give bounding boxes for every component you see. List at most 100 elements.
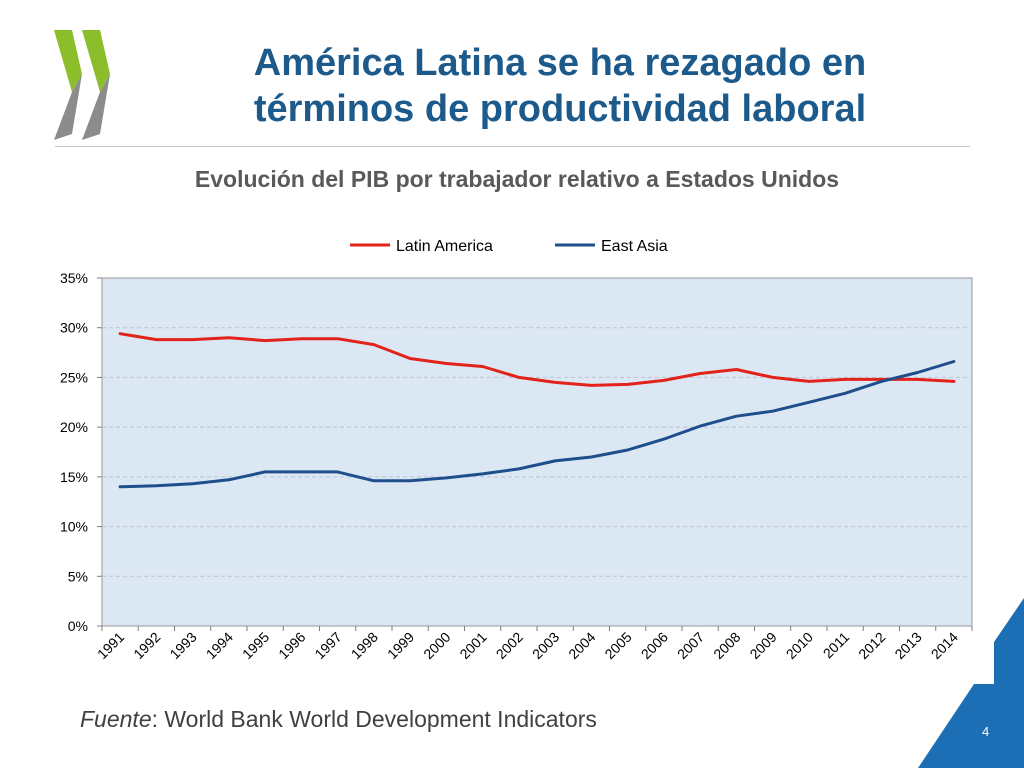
x-tick-label: 1991: [94, 629, 127, 662]
x-tick-label: 1994: [203, 629, 236, 662]
title-divider: [55, 146, 970, 147]
oecd-logo: [54, 30, 110, 140]
data-point-latin-america: [517, 376, 521, 379]
legend-label-latin-america: Latin America: [396, 238, 493, 255]
corner-decoration: [918, 598, 1024, 768]
y-tick-label: 10%: [60, 519, 88, 535]
data-point-east-asia: [662, 437, 666, 441]
page-title: América Latina se ha rezagado en término…: [150, 40, 970, 132]
source-text: : World Bank World Development Indicator…: [151, 706, 597, 732]
data-point-east-asia: [408, 479, 412, 483]
data-point-latin-america: [807, 380, 811, 383]
data-point-east-asia: [263, 470, 267, 474]
logo-stripe-right-gray: [82, 74, 110, 140]
data-point-latin-america: [336, 337, 339, 340]
data-point-east-asia: [807, 401, 811, 404]
data-point-east-asia: [880, 380, 883, 383]
x-tick-label: 2000: [420, 629, 453, 662]
x-tick-label: 2012: [855, 629, 888, 662]
x-tick-label: 2009: [746, 629, 779, 662]
data-point-latin-america: [372, 343, 376, 346]
data-point-east-asia: [372, 479, 376, 483]
data-point-east-asia: [952, 360, 956, 363]
data-point-latin-america: [191, 338, 194, 341]
data-point-latin-america: [300, 337, 303, 340]
y-axis: 0% 5% 10% 15% 20% 25% 30% 35%: [60, 270, 102, 634]
data-point-east-asia: [481, 472, 484, 476]
x-tick-label: 1999: [384, 629, 417, 662]
x-tick-label: 2004: [565, 629, 598, 662]
data-point-latin-america: [735, 368, 738, 371]
data-point-latin-america: [626, 383, 629, 386]
logo-stripe-left-gray: [54, 74, 82, 140]
chart-subtitle: Evolución del PIB por trabajador relativ…: [194, 166, 840, 192]
data-point-east-asia: [735, 415, 738, 418]
series-line-east-asia: [118, 360, 956, 489]
data-point-latin-america: [771, 376, 774, 379]
data-point-east-asia: [227, 478, 231, 482]
data-point-east-asia: [916, 371, 919, 374]
logo-stripe-left-green: [54, 30, 82, 92]
x-axis: 1991 1992 1993 1994 1995 1996 1997 1998 1999 2000…: [94, 626, 973, 662]
plot-area: [101, 277, 973, 627]
data-point-east-asia: [626, 448, 629, 452]
y-tick-label: 15%: [60, 469, 88, 485]
x-tick-label: 1993: [166, 629, 199, 662]
title-line-2: términos de productividad laboral: [253, 88, 867, 130]
y-tick-label: 25%: [60, 369, 88, 385]
data-point-latin-america: [227, 336, 231, 339]
y-tick-label: 30%: [60, 320, 88, 336]
x-tick-label: 2002: [493, 629, 526, 662]
data-point-east-asia: [590, 455, 593, 459]
x-tick-label: 2011: [820, 629, 853, 662]
x-tick-label: 2005: [601, 629, 634, 662]
data-point-latin-america: [408, 357, 412, 360]
x-tick-label: 2003: [529, 629, 562, 662]
title-line-1: América Latina se ha rezagado en: [253, 42, 867, 84]
y-tick-label: 0%: [68, 618, 88, 634]
source-label: Fuente: [80, 706, 152, 732]
line-chart: Latin America East Asia 0% 5% 10% 15% 20% 25% 3…: [60, 238, 973, 662]
data-point-east-asia: [517, 467, 521, 471]
data-point-latin-america: [553, 381, 557, 384]
y-tick-label: 5%: [68, 568, 88, 584]
logo-stripe-right-green: [82, 30, 110, 92]
data-point-latin-america: [155, 338, 158, 341]
data-point-east-asia: [843, 392, 847, 395]
x-tick-label: 1992: [130, 629, 163, 662]
x-tick-label: 1995: [239, 629, 272, 662]
corner-shape: [918, 598, 1024, 768]
data-point-east-asia: [445, 476, 448, 480]
data-point-latin-america: [263, 339, 267, 342]
x-tick-label: 2001: [456, 629, 489, 662]
data-point-latin-america: [590, 384, 593, 387]
data-point-latin-america: [698, 372, 702, 375]
x-tick-label: 1998: [348, 629, 381, 662]
x-tick-label: 2010: [783, 629, 816, 662]
data-point-east-asia: [698, 424, 702, 428]
data-point-latin-america: [916, 378, 919, 381]
x-tick-label: 1996: [275, 629, 308, 662]
x-tick-label: 2008: [710, 629, 743, 662]
legend-label-east-asia: East Asia: [601, 238, 668, 255]
series-lines: [118, 332, 956, 489]
data-point-east-asia: [336, 470, 339, 474]
data-point-east-asia: [771, 410, 774, 413]
data-point-east-asia: [155, 484, 158, 488]
x-tick-label: 2006: [638, 629, 671, 662]
data-point-latin-america: [481, 365, 484, 368]
data-point-latin-america: [445, 362, 448, 365]
data-point-latin-america: [843, 378, 847, 381]
data-point-east-asia: [191, 482, 194, 486]
y-tick-label: 35%: [60, 270, 88, 286]
chart-legend: Latin America East Asia: [350, 238, 668, 255]
x-tick-label: 1997: [311, 629, 344, 662]
source-note: Fuente: World Bank World Development Ind…: [80, 706, 597, 733]
data-point-latin-america: [118, 332, 122, 335]
data-point-latin-america: [662, 379, 666, 382]
data-point-east-asia: [300, 470, 303, 474]
x-tick-label: 2007: [674, 629, 707, 662]
series-line-latin-america: [118, 332, 956, 387]
gridlines: [102, 327, 972, 577]
data-point-latin-america: [952, 380, 956, 383]
